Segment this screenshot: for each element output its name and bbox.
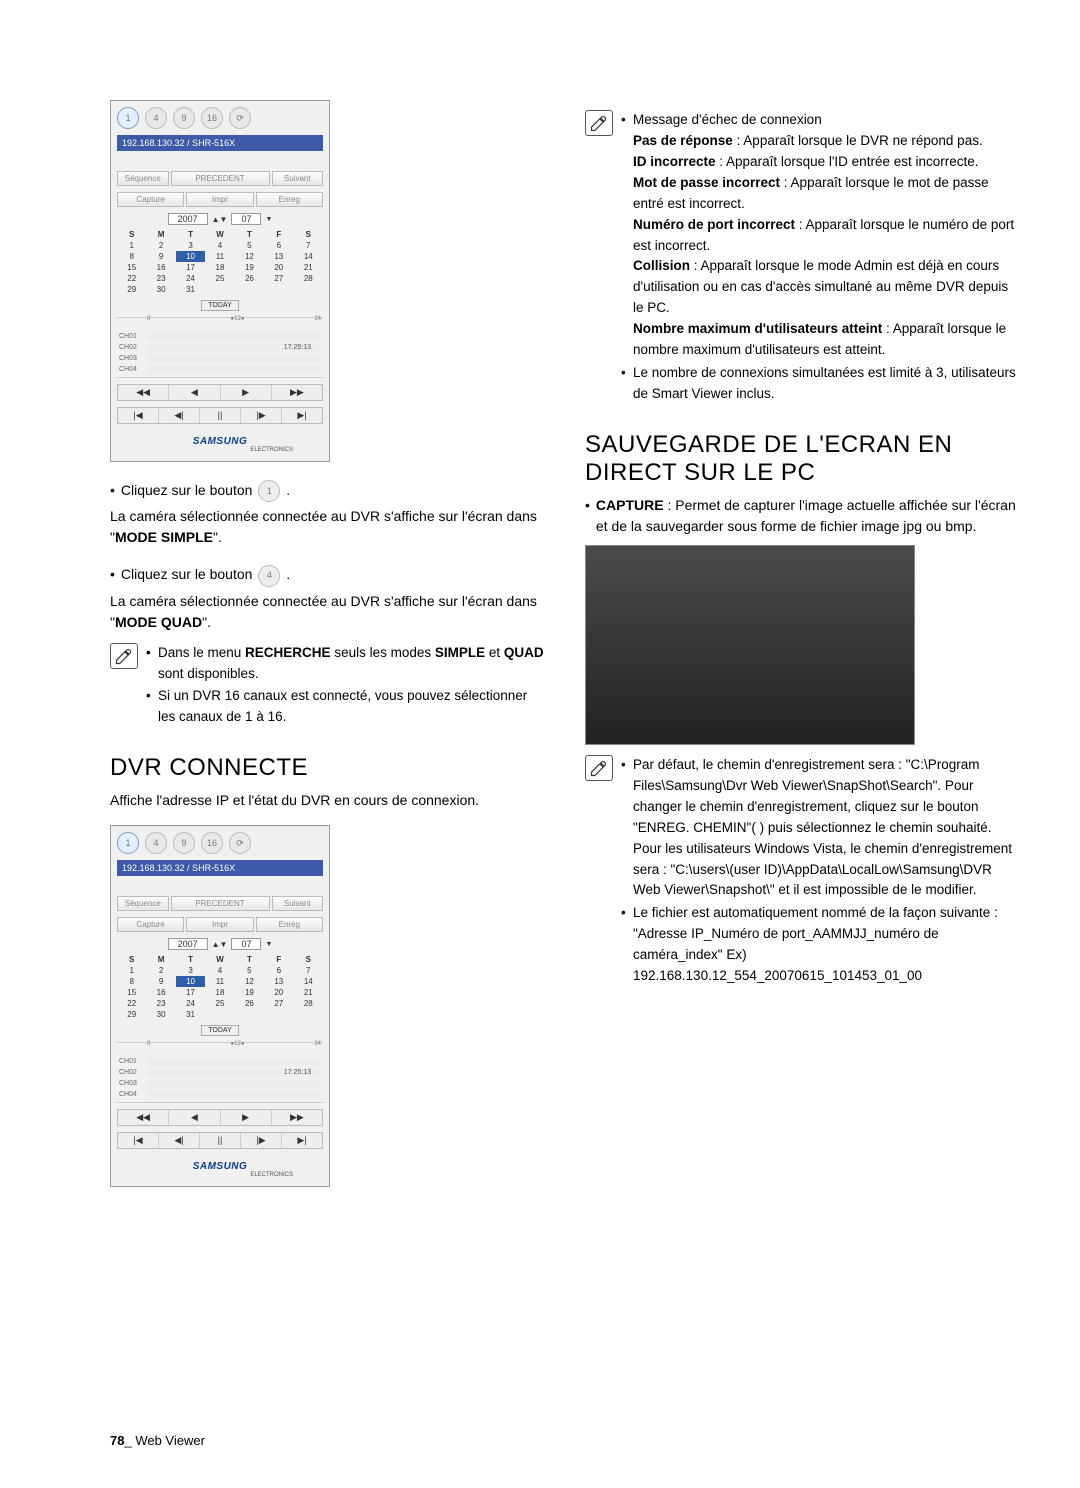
mode-16-icon: 16 <box>201 107 223 129</box>
mode-seq-icon: ⟳ <box>229 107 251 129</box>
note-search-modes: Dans le menu RECHERCHE seuls les modes S… <box>110 643 545 731</box>
h2-dvr-connecte: DVR CONNECTE <box>110 754 545 782</box>
dvr-panel-top: 1 4 9 16 ⟳ 192.168.130.32 / SHR-516X Séq… <box>110 100 330 462</box>
playback-row-1: ◀◀◀▶▶▶ <box>117 384 323 401</box>
btn-suivant: Suivant <box>272 171 324 186</box>
para-mode-quad: La caméra sélectionnée connectée au DVR … <box>110 591 545 633</box>
btn-enreg: Enreg <box>256 192 323 207</box>
note-connection-errors: Message d'échec de connexion Pas de répo… <box>585 110 1020 407</box>
error-messages: Message d'échec de connexion Pas de répo… <box>621 110 1020 361</box>
pencil-icon <box>585 110 613 136</box>
inline-mode-1-icon: 1 <box>258 480 280 502</box>
capture-bullet: CAPTURE : Permet de capturer l'image act… <box>585 495 1020 537</box>
mode-9-icon: 9 <box>173 107 195 129</box>
mode-row: 1 4 9 16 ⟳ <box>117 107 323 129</box>
page-footer: 78_ Web Viewer <box>110 1433 205 1448</box>
playback-row-2: |◀◀||||▶▶| <box>117 407 323 424</box>
capture-preview-image <box>585 545 915 745</box>
dvr-panel-bottom: 1 4 9 16 ⟳ 192.168.130.32 / SHR-516X Séq… <box>110 825 330 1187</box>
timeline: 0 ●12● 24 CH01 CH0217:25:13 CH03 CH04 <box>117 317 323 378</box>
para-dvr-connecte: Affiche l'adresse IP et l'état du DVR en… <box>110 790 545 811</box>
pencil-icon <box>585 755 613 781</box>
capture-path-li: Par défaut, le chemin d'enregistrement s… <box>621 755 1020 901</box>
mode-1-icon: 1 <box>117 107 139 129</box>
connection-limit: Le nombre de connexions simultanées est … <box>621 363 1020 405</box>
dvr-ip-line: 192.168.130.32 / SHR-516X <box>117 135 323 151</box>
btn-precedent: PRECEDENT <box>171 171 270 186</box>
inline-mode-4-icon: 4 <box>258 565 280 587</box>
para-mode-simple: La caméra sélectionnée connectée au DVR … <box>110 506 545 548</box>
h2-sauvegarde: SAUVEGARDE DE L'ECRAN EN DIRECT SUR LE P… <box>585 431 1020 487</box>
pencil-icon <box>110 643 138 669</box>
btn-sequence: Séquence <box>117 171 169 186</box>
capture-naming-li: Le fichier est automatiquement nommé de … <box>621 903 1020 987</box>
btn-impr: Impr <box>186 192 253 207</box>
note-capture-path: Par défaut, le chemin d'enregistrement s… <box>585 755 1020 989</box>
mode-4-icon: 4 <box>145 107 167 129</box>
samsung-logo: SAMSUNG ELECTRONICS <box>117 436 323 453</box>
today-button: TODAY <box>201 300 238 311</box>
click-mode-1: Cliquez sur le bouton 1 . <box>110 480 545 502</box>
calendar: SMTWTFS 1234567 891011121314 15161718192… <box>117 229 323 295</box>
note-li-16ch: Si un DVR 16 canaux est connecté, vous p… <box>146 686 545 728</box>
click-mode-4: Cliquez sur le bouton 4 . <box>110 564 545 586</box>
note-li-recherche: Dans le menu RECHERCHE seuls les modes S… <box>146 643 545 685</box>
cal-year: 2007 <box>168 213 208 225</box>
right-column: Message d'échec de connexion Pas de répo… <box>585 100 1020 1205</box>
left-column: 1 4 9 16 ⟳ 192.168.130.32 / SHR-516X Séq… <box>110 100 545 1205</box>
btn-capture: Capture <box>117 192 184 207</box>
cal-month: 07 <box>231 213 261 225</box>
